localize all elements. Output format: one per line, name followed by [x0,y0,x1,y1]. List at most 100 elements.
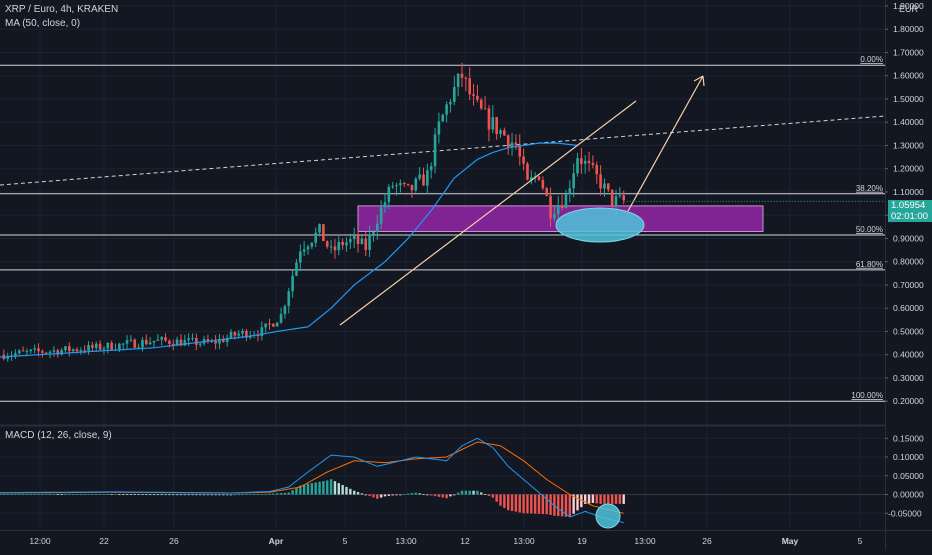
candle-body[interactable] [453,86,456,102]
candle-body[interactable] [526,163,529,180]
candle-body[interactable] [587,160,591,163]
candle-body[interactable] [64,346,67,351]
candle-body[interactable] [48,351,52,353]
macd-ellipse[interactable] [595,503,621,529]
candle-body[interactable] [198,343,202,345]
candle-body[interactable] [264,323,267,328]
candle-body[interactable] [549,195,552,219]
candle-body[interactable] [145,339,148,345]
time-axis[interactable]: 12:00 22 26 Apr 5 13:00 12 13:00 19 13:00 26 May 5 [29,536,862,546]
candle-body[interactable] [121,343,125,345]
candle-body[interactable] [14,353,17,356]
candle-body[interactable] [387,186,391,203]
candle-body[interactable] [499,130,502,134]
candle-body[interactable] [345,242,348,246]
candle-body[interactable] [71,349,75,352]
candle-body[interactable] [179,339,183,346]
candle-body[interactable] [137,347,140,349]
candle-body[interactable] [322,224,325,242]
candle-body[interactable] [314,232,317,243]
candle-body[interactable] [218,339,221,344]
candle-body[interactable] [25,351,29,353]
candle-body[interactable] [491,117,495,130]
candle-body[interactable] [187,338,190,341]
candle-body[interactable] [391,186,394,188]
candle-body[interactable] [503,130,506,136]
ma50-line[interactable] [0,142,578,358]
candle-body[interactable] [618,195,622,197]
candle-body[interactable] [133,339,137,348]
candle-body[interactable] [383,202,387,208]
candle-body[interactable] [91,344,94,348]
candle-body[interactable] [56,350,60,355]
candle-body[interactable] [376,223,379,233]
candle-body[interactable] [402,183,406,185]
candle-body[interactable] [460,73,464,78]
candle-body[interactable] [576,158,579,174]
candle-body[interactable] [364,238,368,250]
candle-body[interactable] [483,108,487,110]
candle-body[interactable] [222,339,225,342]
candle-body[interactable] [183,340,187,346]
candle-body[interactable] [102,348,106,350]
candle-body[interactable] [245,330,248,338]
dashed-channel-line[interactable] [0,115,886,186]
candle-body[interactable] [152,340,156,343]
candle-body[interactable] [580,158,583,164]
candle-body[interactable] [287,291,291,306]
candle-body[interactable] [360,238,364,244]
candle-body[interactable] [29,349,33,352]
projection-arrow[interactable] [627,75,704,212]
candle-body[interactable] [291,275,294,292]
candle-body[interactable] [426,170,429,186]
candle-body[interactable] [41,351,44,353]
candle-body[interactable] [33,348,36,350]
candle-body[interactable] [237,333,240,336]
candle-body[interactable] [295,262,298,276]
candle-body[interactable] [164,337,167,341]
ma-legend[interactable]: MA (50, close, 0) [5,18,81,29]
candle-body[interactable] [94,343,98,348]
candle-body[interactable] [333,246,337,251]
candle-body[interactable] [106,342,110,349]
candle-body[interactable] [233,332,237,336]
candle-body[interactable] [556,205,560,215]
candle-body[interactable] [256,334,260,337]
candle-body[interactable] [607,183,610,190]
candle-body[interactable] [418,174,421,179]
candle-body[interactable] [410,184,414,191]
candle-body[interactable] [349,239,352,243]
candle-body[interactable] [399,183,402,186]
candle-body[interactable] [449,101,452,105]
candle-body[interactable] [422,174,425,186]
candle-body[interactable] [272,323,275,327]
candle-body[interactable] [530,177,533,180]
candle-body[interactable] [110,342,113,350]
candle-body[interactable] [614,196,618,207]
candle-body[interactable] [564,194,568,209]
candle-body[interactable] [98,343,102,350]
candle-body[interactable] [118,343,121,350]
candle-body[interactable] [610,189,614,207]
candle-body[interactable] [156,339,160,341]
candle-body[interactable] [325,241,329,247]
candle-body[interactable] [506,135,510,148]
candle-body[interactable] [87,344,90,352]
candle-body[interactable] [456,73,460,87]
candle-body[interactable] [622,195,625,201]
candle-body[interactable] [279,314,283,323]
candle-body[interactable] [537,176,541,181]
candle-body[interactable] [518,145,522,157]
macd-line[interactable] [0,437,624,524]
trend-line[interactable] [339,100,637,326]
candle-body[interactable] [476,95,479,100]
candle-body[interactable] [372,232,375,235]
candle-body[interactable] [79,350,83,352]
candle-body[interactable] [52,350,56,352]
candle-body[interactable] [572,173,575,189]
support-ellipse[interactable] [555,207,645,243]
candle-body[interactable] [445,104,448,115]
candle-body[interactable] [356,235,360,244]
candle-body[interactable] [125,340,129,344]
